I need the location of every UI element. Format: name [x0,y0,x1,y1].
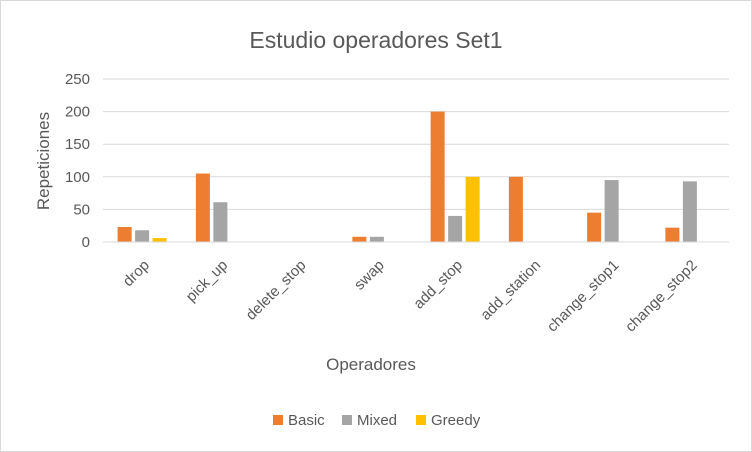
x-tick-label: pick_up [183,257,232,306]
bar-basic-add-station [508,176,523,242]
bar-greedy-add-stop [465,176,480,242]
y-tick-label: 150 [65,136,90,153]
bar-mixed-add-stop [448,215,463,242]
bar-basic-change-stop2 [665,227,680,242]
y-tick-label: 250 [65,71,90,88]
y-tick-label: 100 [65,169,90,186]
bar-mixed-change-stop2 [682,181,697,242]
bar-mixed-swap [369,236,384,242]
x-tick-label: delete_stop [243,257,310,324]
x-axis-ticks: drop pick_up delete_stop swap add_stop add_st… [120,257,701,336]
y-tick-label: 0 [82,234,90,251]
bar-basic-change-stop1 [587,212,602,242]
bars [117,111,697,242]
legend-label-mixed: Mixed [357,412,397,429]
y-axis-ticks: 0 50 100 150 200 250 [65,71,90,251]
bar-basic-swap [352,236,367,242]
x-tick-label: add_stop [410,257,466,313]
bar-greedy-drop [152,238,167,242]
bar-basic-pick-up [195,173,210,242]
x-tick-label: change_stop1 [544,257,623,336]
legend-swatch-greedy [416,415,426,425]
y-axis-title: Repeticiones [34,112,53,210]
legend-label-greedy: Greedy [431,412,481,429]
legend-swatch-mixed [342,415,352,425]
y-tick-label: 50 [73,201,90,218]
legend-label-basic: Basic [288,412,325,429]
legend: Basic Mixed Greedy [273,412,481,429]
x-tick-label: drop [120,257,153,290]
x-tick-label: swap [351,257,388,294]
bar-basic-add-stop [430,111,445,242]
legend-swatch-basic [273,415,283,425]
chart-title: Estudio operadores Set1 [249,27,502,53]
bar-mixed-drop [135,230,150,242]
x-tick-label: add_station [477,257,544,324]
bar-basic-drop [117,227,132,242]
x-tick-label: change_stop2 [622,257,701,336]
y-tick-label: 200 [65,104,90,121]
bar-mixed-change-stop1 [604,180,619,242]
x-axis-title: Operadores [326,355,416,374]
bar-mixed-pick-up [213,202,228,242]
